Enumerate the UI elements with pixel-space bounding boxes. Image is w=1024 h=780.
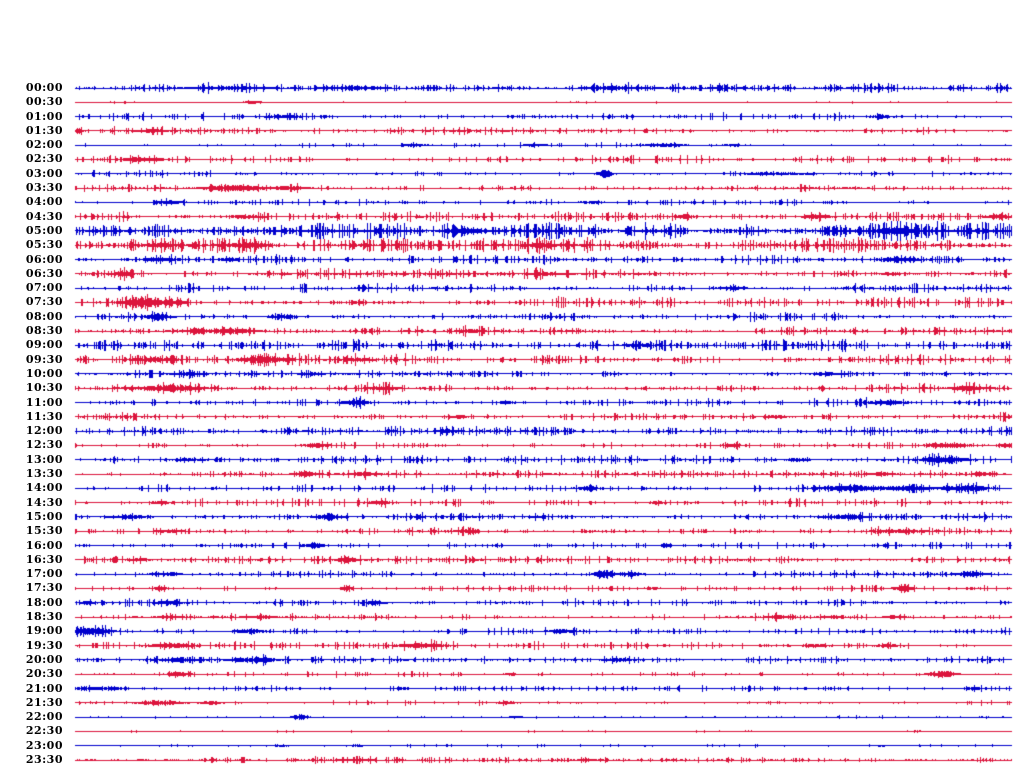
row-time-label: 08:30	[25, 324, 63, 338]
row-time-label: 19:00	[25, 624, 63, 638]
row-time-label: 14:00	[25, 481, 63, 495]
row-time-label: 12:30	[25, 438, 63, 452]
row-time-label: 04:00	[25, 195, 63, 209]
row-time-label: 01:00	[25, 109, 63, 123]
row-time-label: 14:30	[25, 495, 63, 509]
row-time-label: 15:30	[25, 524, 63, 538]
row-time-label: 07:30	[25, 295, 63, 309]
row-time-label: 09:00	[25, 338, 63, 352]
row-time-label: 11:00	[25, 395, 63, 409]
row-time-label: 08:00	[25, 309, 63, 323]
row-time-label: 18:00	[25, 595, 63, 609]
row-time-label: 21:30	[25, 695, 63, 709]
row-time-label: 17:30	[25, 581, 63, 595]
row-time-label: 22:00	[25, 710, 63, 724]
row-time-label: 09:30	[25, 352, 63, 366]
row-time-label: 00:30	[25, 95, 63, 109]
row-time-label: 23:30	[25, 753, 63, 766]
row-time-label: 01:30	[25, 123, 63, 137]
row-time-label: 20:00	[25, 652, 63, 666]
row-time-label: 15:00	[25, 509, 63, 523]
row-time-label: 02:00	[25, 138, 63, 152]
row-time-label: 05:30	[25, 238, 63, 252]
row-time-label: 00:00	[25, 81, 63, 94]
row-time-label: 06:30	[25, 266, 63, 280]
row-time-label: 19:30	[25, 638, 63, 652]
row-time-label: 10:00	[25, 366, 63, 380]
row-time-label: 22:30	[25, 724, 63, 738]
row-time-label: 05:00	[25, 223, 63, 237]
row-time-label: 03:30	[25, 181, 63, 195]
row-time-label: 17:00	[25, 567, 63, 581]
row-time-label: 20:30	[25, 667, 63, 681]
row-time-label: 03:00	[25, 166, 63, 180]
row-time-label: 02:30	[25, 152, 63, 166]
row-time-label: 16:30	[25, 552, 63, 566]
row-time-label: 12:00	[25, 424, 63, 438]
row-time-label: 23:00	[25, 738, 63, 752]
row-time-label: 16:00	[25, 538, 63, 552]
row-time-label: 04:30	[25, 209, 63, 223]
row-time-label: 18:30	[25, 610, 63, 624]
row-time-label: 06:00	[25, 252, 63, 266]
row-time-label: 13:00	[25, 452, 63, 466]
row-time-label: 21:00	[25, 681, 63, 695]
row-time-label: 10:30	[25, 381, 63, 395]
row-time-label: 07:00	[25, 281, 63, 295]
row-time-label: 11:30	[25, 409, 63, 423]
row-time-label: 13:30	[25, 467, 63, 481]
